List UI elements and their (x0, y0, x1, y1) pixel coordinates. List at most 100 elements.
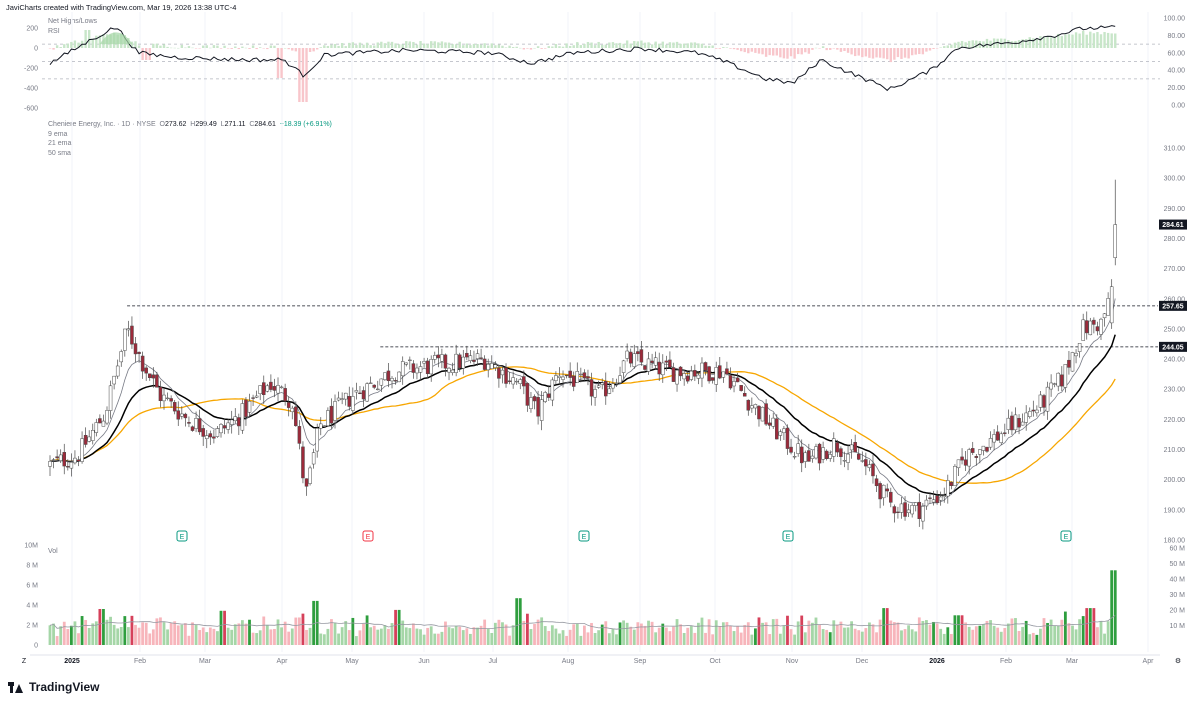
candle[interactable] (226, 418, 230, 434)
candle[interactable] (842, 451, 847, 468)
earnings-marker[interactable]: E (782, 530, 794, 542)
candle[interactable] (365, 382, 369, 402)
candle[interactable] (279, 385, 284, 389)
candle[interactable] (678, 365, 683, 381)
candle[interactable] (746, 399, 751, 416)
candle[interactable] (536, 390, 540, 425)
candle[interactable] (1092, 317, 1096, 334)
candle[interactable] (561, 370, 565, 388)
candle[interactable] (782, 425, 786, 440)
candle[interactable] (1081, 313, 1085, 341)
candle[interactable] (83, 427, 88, 448)
candle[interactable] (903, 496, 907, 521)
candle[interactable] (254, 390, 259, 399)
candle[interactable] (493, 361, 498, 371)
candle[interactable] (604, 372, 608, 405)
candle[interactable] (408, 356, 412, 370)
candle[interactable] (899, 496, 904, 519)
candle[interactable] (294, 401, 298, 427)
candle[interactable] (165, 392, 170, 401)
candle[interactable] (675, 369, 679, 392)
candle[interactable] (928, 492, 932, 504)
candle[interactable] (115, 359, 120, 379)
candle[interactable] (351, 387, 355, 415)
candle[interactable] (621, 359, 626, 379)
candle[interactable] (839, 446, 843, 465)
candle[interactable] (197, 409, 202, 435)
candle[interactable] (297, 420, 302, 450)
candle[interactable] (1038, 391, 1043, 412)
candle[interactable] (693, 364, 697, 382)
candle[interactable] (864, 452, 868, 476)
candle[interactable] (799, 439, 804, 473)
candle[interactable] (190, 425, 195, 432)
candle[interactable] (710, 377, 715, 384)
candle[interactable] (892, 504, 897, 523)
candle[interactable] (247, 393, 252, 417)
rsi-pane[interactable] (42, 25, 1160, 102)
candle[interactable] (917, 493, 922, 527)
candle[interactable] (696, 372, 701, 385)
candle[interactable] (1031, 400, 1036, 417)
candle[interactable] (817, 442, 822, 471)
candle[interactable] (963, 451, 968, 471)
candle[interactable] (1056, 372, 1060, 392)
candle[interactable] (212, 429, 216, 444)
candle[interactable] (564, 374, 569, 379)
candle[interactable] (108, 380, 113, 419)
candle[interactable] (1084, 311, 1089, 340)
candle[interactable] (415, 363, 419, 380)
candle[interactable] (326, 407, 330, 427)
candle[interactable] (618, 366, 622, 384)
candle[interactable] (62, 443, 67, 475)
candle[interactable] (158, 380, 163, 408)
candle[interactable] (251, 394, 255, 406)
candle[interactable] (653, 351, 658, 370)
candle[interactable] (101, 414, 106, 427)
earnings-marker[interactable]: E (578, 530, 590, 542)
candle[interactable] (611, 377, 615, 393)
candle[interactable] (55, 449, 59, 462)
candle[interactable] (176, 401, 181, 426)
candle[interactable] (856, 448, 861, 461)
candle[interactable] (889, 487, 893, 508)
candle[interactable] (689, 365, 694, 382)
candle[interactable] (867, 460, 872, 472)
candle[interactable] (443, 353, 448, 377)
candle[interactable] (308, 465, 312, 486)
candle[interactable] (304, 478, 309, 496)
candle[interactable] (422, 357, 426, 368)
candle[interactable] (878, 481, 882, 509)
candle[interactable] (1102, 313, 1107, 327)
candle[interactable] (148, 373, 152, 381)
candle[interactable] (276, 377, 280, 402)
candle[interactable] (1074, 349, 1078, 364)
candle[interactable] (1003, 423, 1007, 437)
candle[interactable] (728, 367, 733, 390)
candle[interactable] (258, 385, 262, 401)
candle[interactable] (956, 459, 961, 476)
candle[interactable] (760, 406, 765, 422)
candle[interactable] (1006, 409, 1011, 434)
candle[interactable] (336, 391, 341, 402)
candle[interactable] (76, 456, 81, 467)
candle[interactable] (571, 371, 576, 392)
candle[interactable] (732, 374, 736, 393)
candle[interactable] (80, 431, 84, 464)
candle[interactable] (942, 487, 946, 503)
candle[interactable] (66, 459, 70, 471)
candle[interactable] (229, 410, 234, 434)
candle[interactable] (999, 431, 1003, 445)
candle[interactable] (329, 398, 334, 429)
candle[interactable] (119, 349, 124, 367)
candle[interactable] (778, 429, 783, 441)
candle[interactable] (269, 374, 273, 393)
candle[interactable] (180, 406, 184, 420)
candle[interactable] (400, 356, 405, 385)
candle[interactable] (1070, 351, 1075, 372)
candle[interactable] (703, 361, 708, 376)
candle[interactable] (1067, 351, 1071, 375)
candle[interactable] (921, 503, 925, 530)
volume-pane[interactable] (48, 570, 1117, 645)
